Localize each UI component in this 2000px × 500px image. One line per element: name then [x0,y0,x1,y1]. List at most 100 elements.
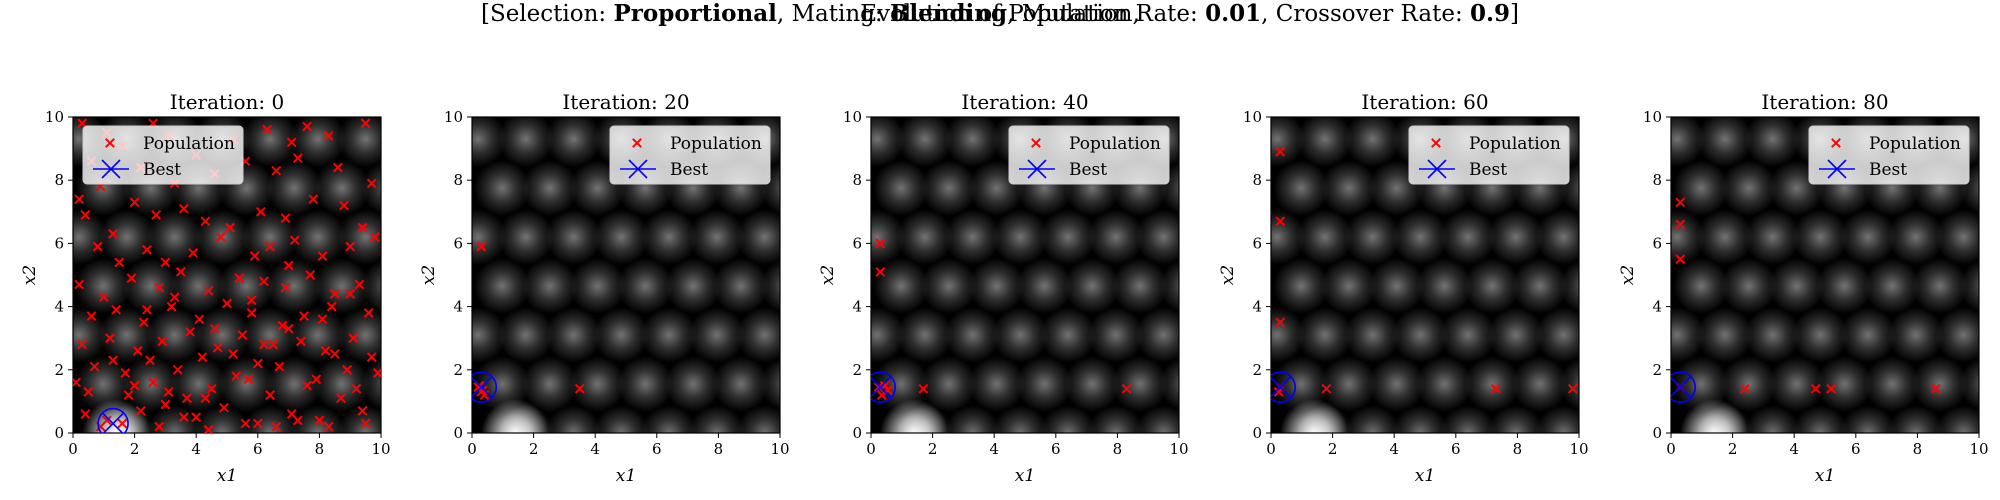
best-point-circle [1271,371,1297,403]
population-point-stroke-b [219,402,229,413]
y-tick-label: 6 [1652,234,1662,252]
landscape-peak [361,357,381,411]
landscape-peak [98,307,155,364]
population-point [154,421,165,432]
population-point-stroke-b [1930,383,1941,394]
population-point-stroke-b [175,266,186,277]
landscape-peak [920,356,977,413]
x-tick-label: 0 [1266,440,1276,458]
plot-frame [870,116,1180,434]
landscape-peak [194,405,251,433]
x-tick-label: 8 [1513,440,1523,458]
plot-frame [72,116,382,434]
population-point-stroke-b [80,409,91,419]
legend: Population Best [1008,125,1170,185]
landscape-peak [1840,307,1897,364]
y-tick-label: 0 [453,424,463,442]
population-point [366,352,377,363]
population-point [145,355,155,366]
x-tick-label: 2 [1328,440,1338,458]
landscape-peak [944,405,1001,433]
population-point [169,292,180,303]
population-point [339,200,349,211]
population-point-stroke-b [357,405,368,416]
population-point-stroke-b [339,200,349,211]
population-point [342,364,353,375]
y-tick-label: 0 [1652,424,1662,442]
landscape-peak [1040,209,1097,266]
landscape-peak [1440,405,1497,433]
landscape-peak [1792,405,1849,433]
landscape-peak [1392,209,1449,266]
panel-title: Iteration: 0 [170,90,284,114]
landscape-peak [73,209,108,266]
objective-landscape [1671,117,1979,433]
landscape-peak [1344,405,1401,433]
population-point-stroke-b [305,270,316,280]
landscape-peak [1271,117,1306,168]
population-point [86,311,97,321]
landscape-peak [521,258,578,315]
legend-population-label: Population [1869,134,1961,154]
landscape-peak [1671,307,1706,364]
population-point [166,301,177,312]
y-tick-label: 10 [1243,108,1262,126]
legend-population-label: Population [143,134,235,154]
x-tick-label: 2 [130,440,140,458]
legend-best-label: Best [143,160,181,180]
landscape-peak [337,405,381,433]
population-point [203,285,214,296]
landscape-peak [1296,307,1353,364]
landscape-peak [1792,307,1849,364]
landscape-peak [337,117,381,168]
population-point-stroke-b [197,352,208,363]
x-tick-label: 10 [1569,440,1588,458]
landscape-peak [1671,117,1706,168]
landscape-peak [736,307,780,364]
population-point-stroke-b [160,399,171,410]
population-point [246,295,257,306]
landscape-peak [944,117,1001,168]
best-point-stroke-b [102,412,124,433]
population-point [89,361,100,372]
landscape-peak [75,356,132,413]
landscape-peak [896,117,953,168]
population-point-stroke-b [342,364,353,375]
best-point-stroke-b [1271,376,1291,398]
population-point-stroke-b [277,320,288,331]
population-point [357,405,368,416]
population-point [332,162,343,173]
legend-best-marker-stroke-b [1027,159,1047,179]
population-point-stroke-b [215,232,226,242]
landscape-peak [521,160,578,217]
population-point [345,289,356,299]
population-point-stroke-b [77,339,88,350]
population-point-stroke-b [336,393,346,404]
title-close: ] [1510,1,1520,27]
population-point-stroke-b [200,216,211,227]
population-point [271,165,282,176]
landscape-peak [1016,356,1073,413]
population-point [262,124,272,135]
population-point-stroke-b [296,336,306,347]
population-point-stroke-b [154,421,165,432]
chart-panel-3: 0 2 4 6 8 10 0 2 4 6 8 10 Iteration: 60 x1 x2 Populatio… [1218,90,1639,486]
landscape-peak [1487,209,1544,266]
landscape-peak [1583,209,1639,265]
population-point-stroke-b [366,178,377,189]
population-point [296,336,306,347]
x-tick-label: 4 [1789,440,1799,458]
landscape-peak [1887,405,1944,433]
population-point [160,257,171,268]
population-point [108,355,118,366]
x-tick-label: 10 [770,440,789,458]
landscape-peak [1535,405,1579,433]
x-tick-label: 6 [1451,440,1461,458]
population-point [151,210,162,220]
y-tick-label: 8 [54,171,64,189]
population-point [252,358,263,369]
x-tick-label: 6 [1051,440,1061,458]
population-point-stroke-b [135,405,146,416]
x-tick-label: 0 [467,440,477,458]
landscape-peak [1535,307,1579,364]
